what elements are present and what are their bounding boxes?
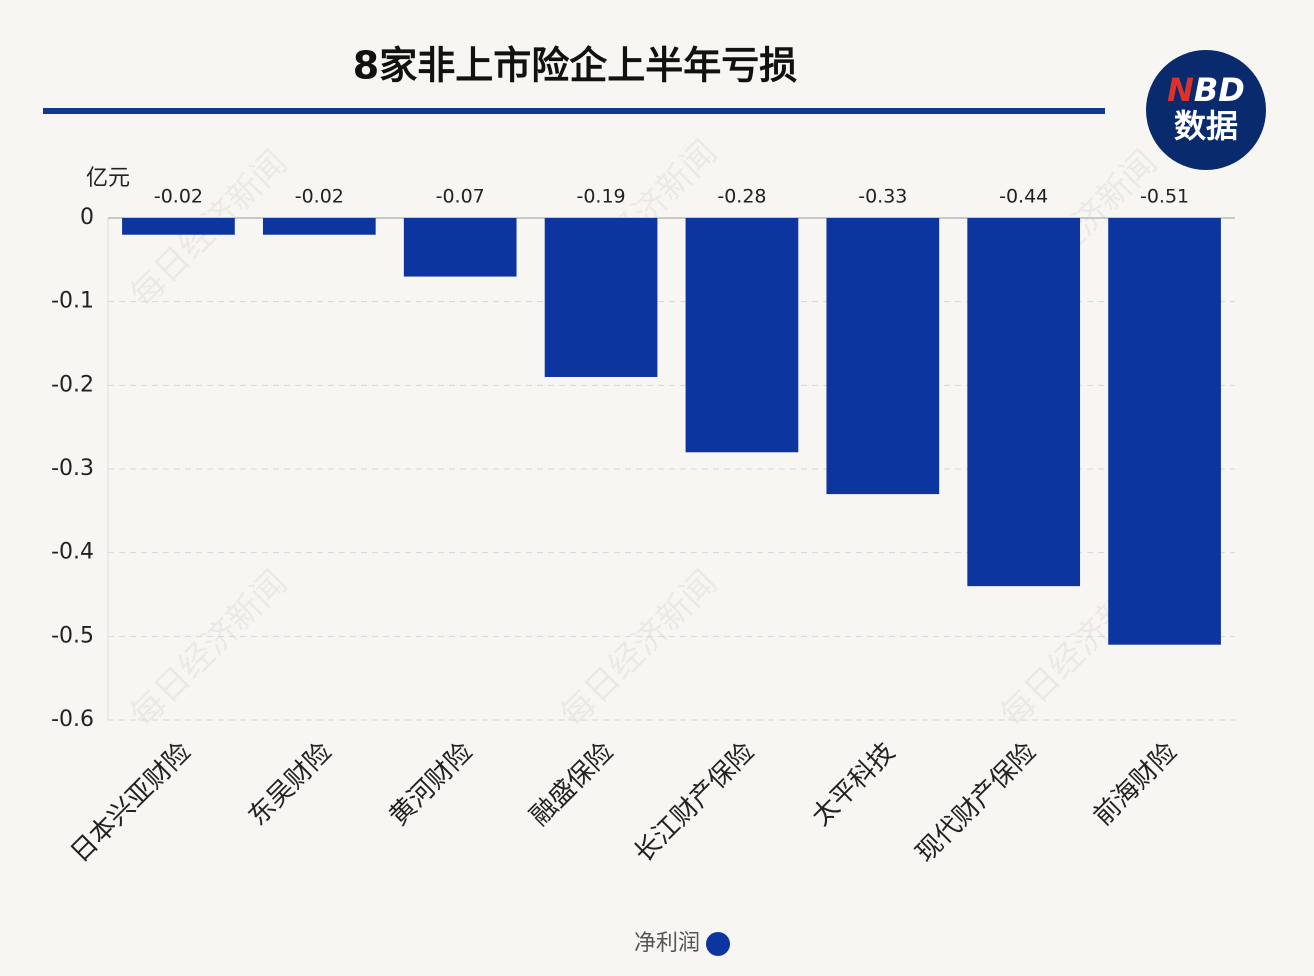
y-tick-label: 0 [80, 205, 94, 230]
bar [826, 218, 940, 495]
bar [967, 218, 1081, 587]
y-unit: 亿元 [86, 166, 130, 191]
chart-title: 8家非上市险企上半年亏损 [353, 44, 797, 88]
bar [403, 218, 517, 277]
legend-label: 净利润 [634, 931, 700, 956]
y-tick-label: -0.2 [51, 372, 94, 397]
y-tick-label: -0.4 [51, 540, 94, 565]
logo-brand: NBD [1167, 71, 1245, 109]
logo-circle [1146, 50, 1266, 170]
value-label: -0.51 [1140, 186, 1189, 208]
bar [1108, 218, 1221, 645]
value-label: -0.19 [576, 186, 625, 208]
bar [122, 218, 235, 235]
value-label: -0.02 [295, 186, 344, 208]
value-label: -0.44 [999, 186, 1048, 208]
title-rule [43, 108, 1105, 114]
logo-sub: 数据 [1174, 107, 1238, 145]
bar [685, 218, 799, 453]
y-tick-label: -0.5 [51, 623, 94, 648]
y-tick-label: -0.3 [51, 456, 94, 481]
value-label: -0.02 [154, 186, 203, 208]
legend-marker [706, 932, 730, 956]
y-tick-label: -0.1 [51, 289, 94, 314]
value-label: -0.33 [858, 186, 907, 208]
value-label: -0.07 [436, 186, 485, 208]
bar [544, 218, 658, 377]
y-tick-label: -0.6 [51, 707, 94, 732]
bar [262, 218, 376, 235]
value-label: -0.28 [717, 186, 766, 208]
